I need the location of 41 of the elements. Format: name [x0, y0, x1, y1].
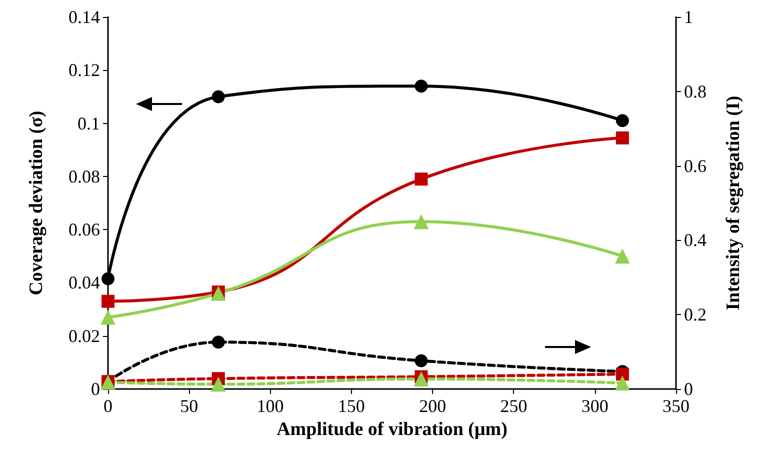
x-tick-label: 200	[419, 396, 446, 416]
y2-tick-label: 0.8	[684, 81, 706, 102]
y-tick-label: 0.06	[68, 220, 100, 240]
y-tick-label: 0.08	[68, 166, 100, 186]
y-tick-label: 0.14	[68, 7, 100, 27]
y-tick-label: 0	[91, 379, 100, 399]
point	[212, 336, 225, 349]
y-axis-title: Coverage deviation (σ)	[26, 110, 47, 296]
point	[212, 90, 225, 104]
x-tick-label: 50	[180, 396, 198, 416]
x-tick-label: 100	[256, 396, 284, 416]
point	[414, 214, 429, 230]
y2-tick-label: 1	[684, 7, 693, 27]
y2-tick-label: 0	[684, 379, 693, 399]
x-tick-label: 150	[338, 396, 365, 416]
y2-axis-title: Intensity of segregation (I)	[723, 96, 744, 310]
x-tick-label: 0	[104, 396, 112, 416]
point	[414, 354, 428, 368]
y2-tick-label: 0.2	[684, 304, 706, 325]
x-tick-label: 250	[500, 396, 528, 416]
point	[102, 272, 114, 286]
point	[414, 172, 428, 186]
y-tick-label: 0.04	[68, 272, 100, 293]
point	[616, 131, 629, 144]
point	[102, 294, 114, 308]
y2-tick-label: 0.4	[684, 230, 706, 250]
point	[614, 248, 630, 264]
x-tick-label: 350	[662, 396, 690, 416]
x-tick-label: 300	[581, 396, 608, 416]
y-tick-label: 0.1	[78, 113, 100, 134]
point	[414, 371, 429, 386]
x-axis-title: Amplitude of vibration (μm)	[276, 418, 508, 440]
point	[616, 114, 629, 128]
point	[614, 376, 630, 391]
point	[616, 368, 629, 381]
y2-tick-label: 0.6	[684, 156, 706, 176]
point	[210, 376, 226, 392]
point	[414, 80, 428, 93]
point	[100, 310, 116, 325]
y-tick-label: 0.12	[68, 60, 100, 80]
y-tick-label: 0.02	[68, 326, 100, 346]
